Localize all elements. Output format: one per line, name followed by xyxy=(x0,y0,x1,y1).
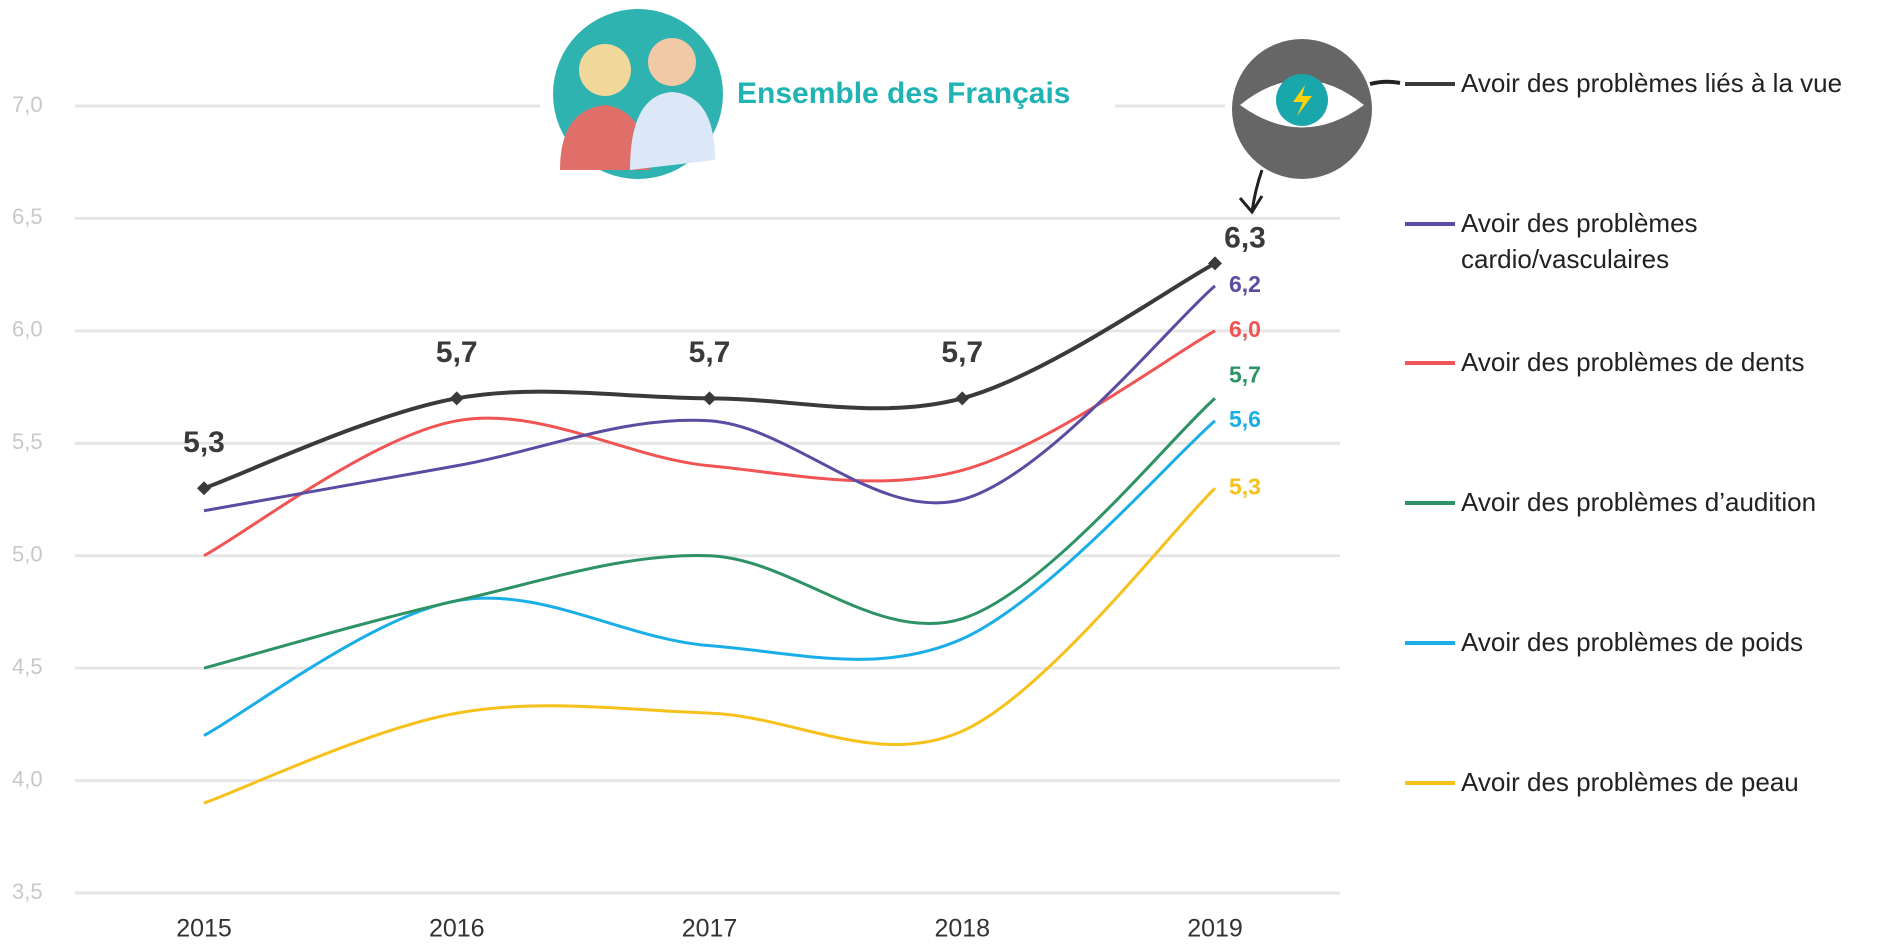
series-line xyxy=(203,284,1216,513)
series-line xyxy=(203,329,1216,558)
legend-item: Avoir des problèmes de peau xyxy=(1405,764,1885,800)
chart-title: Ensemble des Français xyxy=(737,77,1071,110)
point-marker xyxy=(955,391,970,406)
legend-swatch xyxy=(1405,501,1455,505)
x-tick-label: 2015 xyxy=(176,915,232,943)
data-label: 6,2 xyxy=(1229,271,1261,297)
plot: 5,3 5,6 5,7 6,0 6,2 5,3 5,7 5,7 5,7 6,3 xyxy=(183,221,1266,805)
series-line xyxy=(203,419,1216,737)
legend-label: Avoir des problèmes cardio/vasculaires xyxy=(1461,208,1698,274)
data-label: 5,7 xyxy=(689,336,731,369)
legend-swatch xyxy=(1405,361,1455,365)
legend-swatch xyxy=(1405,82,1455,86)
data-label: 5,6 xyxy=(1229,406,1261,432)
data-label: 6,3 xyxy=(1224,221,1266,254)
legend-swatch xyxy=(1405,222,1455,226)
x-tick-label: 2019 xyxy=(1187,915,1243,943)
data-label: 5,7 xyxy=(1229,361,1261,387)
series-line xyxy=(203,487,1217,805)
series-line xyxy=(203,397,1216,670)
legend-label: Avoir des problèmes d’audition xyxy=(1461,487,1817,517)
people-icon-head xyxy=(648,38,696,86)
x-tick-label: 2018 xyxy=(934,915,990,943)
data-label: 5,7 xyxy=(941,336,983,369)
legend-item: Avoir des problèmes de dents xyxy=(1405,344,1885,380)
legend-item: Avoir des problèmes d’audition xyxy=(1405,484,1885,520)
eye-icon-bolt xyxy=(1293,85,1312,116)
eye-arrow xyxy=(1238,169,1264,215)
legend-swatch xyxy=(1405,641,1455,645)
data-label: 5,3 xyxy=(183,426,225,459)
people-icon-body xyxy=(630,92,715,170)
data-label: 5,3 xyxy=(1229,473,1261,499)
legend-label: Avoir des problèmes de poids xyxy=(1461,627,1804,657)
legend-label: Avoir des problèmes liés à la vue xyxy=(1461,68,1843,98)
people-icon-body xyxy=(560,105,650,170)
y-tick-label: 4,0 xyxy=(12,766,43,791)
y-tick-label: 3,5 xyxy=(12,879,43,904)
people-icon-head xyxy=(579,44,631,96)
legend-label: Avoir des problèmes de dents xyxy=(1461,347,1805,377)
series-line xyxy=(203,261,1216,491)
y-tick-label: 6,5 xyxy=(12,204,43,229)
grid: 3,5 4,0 4,5 5,0 5,5 6,0 6,5 7,0 xyxy=(12,92,1340,904)
legend-swatch xyxy=(1405,781,1455,785)
legend-item: Avoir des problèmes liés à la vue xyxy=(1405,65,1885,101)
legend-label: Avoir des problèmes de peau xyxy=(1461,767,1799,797)
point-marker xyxy=(197,481,211,496)
y-tick-label: 5,5 xyxy=(12,429,43,454)
point-marker xyxy=(702,391,717,406)
point-marker xyxy=(449,391,464,406)
legend-item: Avoir des problèmes de poids xyxy=(1405,624,1885,660)
x-tick-label: 2016 xyxy=(429,915,485,943)
y-tick-label: 5,0 xyxy=(12,542,43,567)
eye-connector xyxy=(1369,79,1401,86)
point-marker xyxy=(1208,256,1222,271)
data-label: 5,7 xyxy=(436,336,478,369)
x-tick-label: 2017 xyxy=(682,915,738,943)
y-tick-label: 4,5 xyxy=(12,654,43,679)
data-label: 6,0 xyxy=(1229,316,1261,342)
y-tick-label: 6,0 xyxy=(12,317,43,342)
legend-item: Avoir des problèmes cardio/vasculaires xyxy=(1405,205,1705,277)
y-tick-label: 7,0 xyxy=(12,92,43,117)
